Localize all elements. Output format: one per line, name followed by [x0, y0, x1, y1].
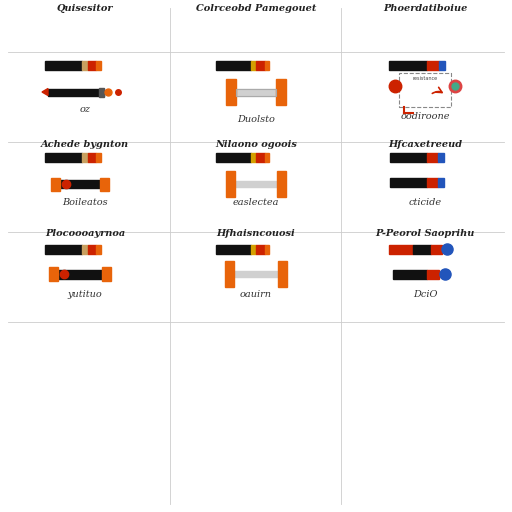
Bar	[278, 261, 287, 287]
Text: P-Peorol Saoprihu: P-Peorol Saoprihu	[375, 229, 475, 238]
Bar	[427, 178, 438, 186]
Bar	[438, 178, 444, 186]
Bar	[88, 245, 96, 253]
Text: Duolsto: Duolsto	[237, 115, 275, 124]
Bar	[389, 245, 413, 253]
Text: Hfhaisncouosi: Hfhaisncouosi	[217, 229, 295, 238]
Polygon shape	[42, 89, 48, 96]
Text: oodiroone: oodiroone	[400, 112, 450, 121]
Bar	[100, 178, 109, 190]
Bar	[251, 245, 256, 253]
Text: oz: oz	[79, 105, 91, 114]
Bar	[251, 153, 256, 161]
Bar	[226, 171, 235, 197]
Text: Nilaono ogoois: Nilaono ogoois	[215, 140, 297, 149]
Bar	[99, 88, 104, 96]
Bar	[234, 271, 278, 277]
Bar	[251, 60, 256, 70]
Bar	[256, 60, 265, 70]
Bar	[45, 245, 82, 253]
Bar	[102, 267, 111, 281]
Bar	[256, 245, 265, 253]
Bar	[431, 245, 442, 253]
Bar	[82, 60, 88, 70]
Bar	[390, 178, 427, 186]
Text: Colrceobd Pamegouet: Colrceobd Pamegouet	[196, 4, 316, 13]
Bar	[439, 60, 445, 70]
Text: oauirn: oauirn	[240, 290, 272, 299]
Bar	[60, 180, 100, 188]
Text: Phoerdatiboiue: Phoerdatiboiue	[383, 4, 467, 13]
Bar	[96, 60, 101, 70]
Bar	[225, 261, 234, 287]
Bar	[265, 153, 269, 161]
Bar	[390, 153, 427, 161]
Bar	[276, 79, 286, 105]
Text: Quisesitor: Quisesitor	[57, 4, 113, 13]
Bar	[45, 60, 82, 70]
Text: DciO: DciO	[413, 290, 437, 299]
Bar	[216, 153, 251, 161]
Bar	[82, 153, 88, 161]
Bar	[413, 245, 431, 253]
Text: Boileatos: Boileatos	[62, 198, 108, 207]
Bar	[393, 269, 426, 279]
Text: resistance: resistance	[413, 76, 438, 81]
Bar	[265, 60, 269, 70]
Bar	[58, 269, 102, 279]
Bar	[51, 178, 60, 190]
Bar	[96, 153, 101, 161]
Bar	[226, 79, 236, 105]
Text: Plocoooayrnoa: Plocoooayrnoa	[45, 229, 125, 238]
Bar	[265, 245, 269, 253]
Text: cticide: cticide	[409, 198, 441, 207]
Bar	[82, 245, 88, 253]
Bar	[389, 60, 428, 70]
Bar	[96, 245, 101, 253]
Bar	[399, 73, 451, 107]
Text: Hfcaxetreeud: Hfcaxetreeud	[388, 140, 462, 149]
Bar	[216, 60, 251, 70]
Bar	[236, 89, 276, 96]
Bar	[438, 153, 444, 161]
Bar	[48, 89, 104, 96]
Bar	[216, 245, 251, 253]
Bar	[88, 60, 96, 70]
Text: easlectea: easlectea	[233, 198, 279, 207]
Bar	[277, 171, 286, 197]
Bar	[235, 181, 277, 187]
Bar	[256, 153, 265, 161]
Bar	[427, 153, 438, 161]
Bar	[88, 153, 96, 161]
Bar	[428, 60, 439, 70]
Text: Achede bygnton: Achede bygnton	[41, 140, 129, 149]
Text: yutituo: yutituo	[68, 290, 102, 299]
Bar	[236, 89, 276, 96]
Bar	[426, 269, 439, 279]
Bar	[49, 267, 58, 281]
Bar	[45, 153, 82, 161]
